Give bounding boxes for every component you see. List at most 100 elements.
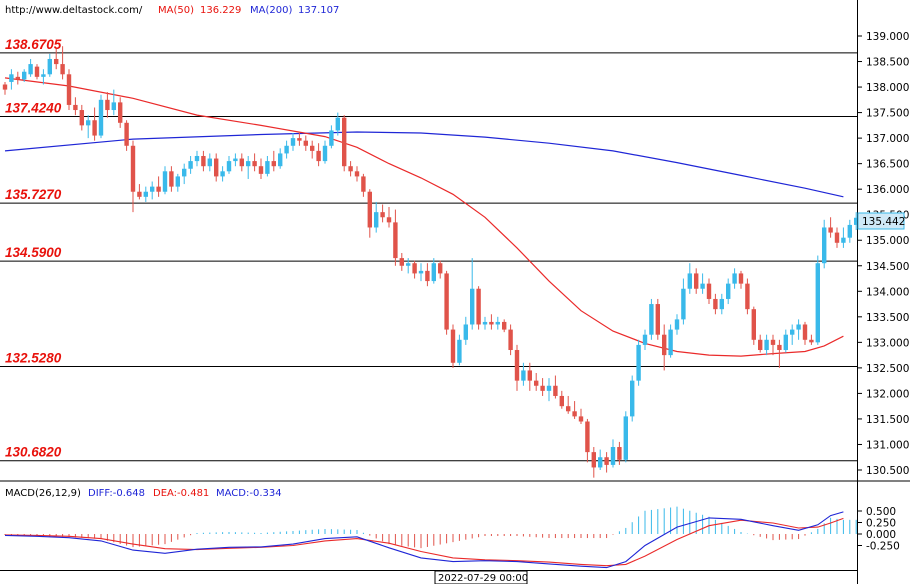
candle-body <box>777 344 782 351</box>
candle <box>418 263 424 282</box>
candle-body <box>598 457 603 468</box>
last-price-marker: 135.442 <box>857 212 905 230</box>
candle-body <box>578 416 584 422</box>
candle <box>316 143 321 167</box>
candle-body <box>738 273 744 284</box>
candle-body <box>214 158 219 177</box>
candle-body <box>258 166 264 174</box>
price-tick-label: 130.500 <box>866 465 909 477</box>
candle-body <box>457 339 462 363</box>
price-tick-label: 138.000 <box>866 82 909 94</box>
candle-body <box>406 263 411 266</box>
candle-body <box>751 309 756 340</box>
candle-body <box>783 334 788 351</box>
candle <box>15 71 20 85</box>
candle-body <box>79 110 84 126</box>
candle <box>105 92 110 118</box>
candle <box>514 344 520 391</box>
level-label: 132.5280 <box>5 350 62 365</box>
candle <box>220 166 225 182</box>
candle-body <box>47 58 52 75</box>
candle <box>578 408 584 425</box>
candle <box>310 140 315 159</box>
level-label: 137.4240 <box>5 100 62 115</box>
candle <box>828 217 833 238</box>
candle-body <box>105 99 110 111</box>
candle-body <box>86 120 91 126</box>
candle <box>28 58 33 77</box>
price-tick-label: 133.000 <box>866 337 909 349</box>
candle-body <box>143 191 148 197</box>
candle <box>342 115 347 172</box>
candle <box>290 133 296 151</box>
candle <box>777 339 782 368</box>
ma50-label: MA(50) <box>158 5 194 16</box>
candle <box>137 184 142 200</box>
candle-body <box>66 74 72 105</box>
price-tick-label: 138.500 <box>866 57 909 69</box>
candle <box>406 258 411 274</box>
candle <box>297 133 302 146</box>
candle <box>34 64 40 80</box>
candle <box>745 278 750 315</box>
candle <box>796 319 801 340</box>
candle <box>623 411 628 463</box>
candle-body <box>367 191 372 228</box>
candle <box>130 140 136 213</box>
candle-body <box>841 237 846 243</box>
price-tick-label: 137.500 <box>866 108 909 120</box>
macd-tick-label: 0.500 <box>866 506 896 518</box>
candle-body <box>559 395 564 407</box>
candle-body <box>642 334 648 345</box>
candle <box>809 334 814 345</box>
candle-body <box>380 212 385 218</box>
macd-tick-label: 0.000 <box>866 529 896 541</box>
candle <box>412 260 417 279</box>
candle-body <box>2 84 8 90</box>
price-tick-label: 134.000 <box>866 286 909 298</box>
macd-histogram <box>4 506 857 549</box>
candle <box>585 418 590 463</box>
candle <box>194 150 200 167</box>
time-label: 2022-07-29 00:00 <box>438 573 528 584</box>
candle-body <box>758 339 763 351</box>
candle-body <box>617 447 622 460</box>
candle-body <box>98 99 104 136</box>
price-tick-label: 139.000 <box>866 31 909 43</box>
level-label: 135.7270 <box>5 187 62 202</box>
candle-body <box>246 161 251 167</box>
candle-body <box>681 288 686 320</box>
last-price-box <box>857 212 905 230</box>
candle <box>642 329 648 351</box>
ma50-value: 136.229 <box>200 5 241 16</box>
candle <box>188 155 193 174</box>
candle-body <box>514 350 520 381</box>
candle-body <box>834 232 840 243</box>
candle <box>143 186 148 202</box>
candle-body <box>169 171 174 187</box>
candle-body <box>354 171 360 177</box>
candle <box>732 268 737 289</box>
candle <box>502 319 507 333</box>
candle <box>655 298 660 340</box>
candle-body <box>194 155 200 162</box>
candle-body <box>636 344 641 381</box>
site-url[interactable]: http://www.deltastock.com/ <box>5 5 143 16</box>
candle <box>118 97 123 128</box>
candle <box>457 334 462 366</box>
price-tick-label: 132.000 <box>866 388 909 400</box>
candle <box>22 69 27 82</box>
candle-body <box>668 329 673 356</box>
candle <box>182 163 187 185</box>
candle <box>393 209 398 266</box>
candle <box>41 69 46 85</box>
candle-body <box>521 370 526 381</box>
candle-body <box>476 288 481 325</box>
candle <box>233 153 238 167</box>
ma200-label: MA(200) <box>250 5 292 16</box>
candle <box>284 140 289 159</box>
candle-body <box>124 122 129 146</box>
candle <box>540 378 545 396</box>
candle-body <box>60 64 65 75</box>
candle-body <box>41 74 46 77</box>
